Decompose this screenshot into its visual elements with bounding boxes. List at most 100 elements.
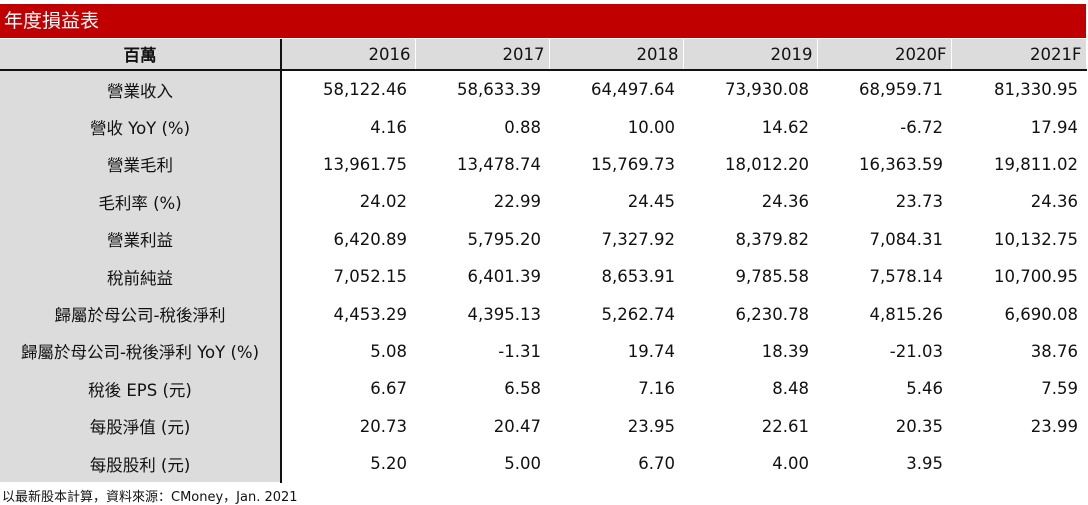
table-cell: 58,633.39 bbox=[415, 70, 549, 109]
table-cell: 58,122.46 bbox=[281, 70, 415, 109]
year-header: 2021F bbox=[951, 39, 1087, 71]
table-cell: 8.48 bbox=[683, 370, 817, 408]
table-cell: 20.35 bbox=[817, 407, 951, 445]
table-cell: 6.67 bbox=[281, 370, 415, 408]
unit-header: 百萬 bbox=[0, 39, 282, 71]
table-cell: 5.00 bbox=[415, 444, 549, 484]
table-cell: 14.62 bbox=[683, 108, 817, 146]
table-cell: 22.61 bbox=[683, 407, 817, 445]
table-cell: 7,084.31 bbox=[817, 220, 951, 258]
table-cell: 6,401.39 bbox=[415, 257, 549, 296]
table-cell: 13,961.75 bbox=[281, 145, 415, 184]
row-label: 每股淨值 (元) bbox=[0, 407, 282, 445]
table-cell: 24.45 bbox=[549, 183, 683, 221]
table-cell: 20.73 bbox=[281, 407, 415, 445]
table-cell: 10.00 bbox=[549, 108, 683, 146]
row-label: 營業利益 bbox=[0, 220, 282, 258]
table-cell: 13,478.74 bbox=[415, 145, 549, 184]
table-row: 營收 YoY (%) 4.16 0.88 10.00 14.62 -6.72 17.94 bbox=[0, 108, 1086, 146]
row-label: 營收 YoY (%) bbox=[0, 108, 282, 146]
table-cell: 15,769.73 bbox=[549, 145, 683, 184]
top-strip bbox=[0, 0, 1088, 4]
table-cell: -1.31 bbox=[415, 332, 549, 371]
table-cell: 68,959.71 bbox=[817, 70, 951, 109]
table-cell: 4,453.29 bbox=[281, 295, 415, 333]
table-cell: 9,785.58 bbox=[683, 257, 817, 296]
row-label: 營業毛利 bbox=[0, 145, 282, 184]
table-cell: 7,327.92 bbox=[549, 220, 683, 258]
table-cell: 6.70 bbox=[549, 444, 683, 484]
table-cell: 6,690.08 bbox=[951, 295, 1086, 333]
table-cell: 38.76 bbox=[951, 332, 1086, 371]
table-cell: 4.00 bbox=[683, 444, 817, 484]
table-cell: 5.20 bbox=[281, 444, 415, 484]
table-title: 年度損益表 bbox=[0, 4, 1086, 38]
table-cell: 8,653.91 bbox=[549, 257, 683, 296]
table-row: 稅後 EPS (元) 6.67 6.58 7.16 8.48 5.46 7.59 bbox=[0, 370, 1086, 408]
table-row: 稅前純益 7,052.15 6,401.39 8,653.91 9,785.58 7,57… bbox=[0, 257, 1086, 296]
table-cell: 20.47 bbox=[415, 407, 549, 445]
table-cell: 0.88 bbox=[415, 108, 549, 146]
year-header: 2016 bbox=[281, 39, 416, 71]
table-cell: 19.74 bbox=[549, 332, 683, 371]
table-row: 每股淨值 (元) 20.73 20.47 23.95 22.61 20.35 23.99 bbox=[0, 407, 1086, 445]
table-cell: 7.16 bbox=[549, 370, 683, 408]
year-header: 2019 bbox=[683, 39, 818, 71]
row-label: 營業收入 bbox=[0, 70, 282, 109]
table-row: 歸屬於母公司-稅後淨利 4,453.29 4,395.13 5,262.74 6,230… bbox=[0, 295, 1086, 333]
table-cell: 24.36 bbox=[951, 183, 1086, 221]
table-cell: 5.08 bbox=[281, 332, 415, 371]
table-cell: 19,811.02 bbox=[951, 145, 1086, 184]
year-header: 2020F bbox=[817, 39, 952, 71]
table-cell: 6,230.78 bbox=[683, 295, 817, 333]
table-cell: -21.03 bbox=[817, 332, 951, 371]
table-cell: 22.99 bbox=[415, 183, 549, 221]
table-cell: 3.95 bbox=[817, 444, 951, 484]
table-cell: 18,012.20 bbox=[683, 145, 817, 184]
table-cell bbox=[951, 444, 1086, 484]
table-cell: 18.39 bbox=[683, 332, 817, 371]
table-row: 營業收入 58,122.46 58,633.39 64,497.64 73,930.08… bbox=[0, 70, 1086, 109]
source-footnote: 以最新股本計算，資料來源：CMoney，Jan. 2021 bbox=[2, 490, 298, 505]
table-cell: 4,395.13 bbox=[415, 295, 549, 333]
row-label: 每股股利 (元) bbox=[0, 444, 282, 484]
table-cell: 10,132.75 bbox=[951, 220, 1086, 258]
table-cell: 73,930.08 bbox=[683, 70, 817, 109]
row-label: 歸屬於母公司-稅後淨利 YoY (%) bbox=[0, 332, 282, 371]
table-cell: 4.16 bbox=[281, 108, 415, 146]
income-statement-table: 百萬 2016 2017 2018 2019 2020F 2021F 營業收入 5… bbox=[0, 39, 1087, 484]
table-cell: 5,262.74 bbox=[549, 295, 683, 333]
table-cell: -6.72 bbox=[817, 108, 951, 146]
table-cell: 17.94 bbox=[951, 108, 1086, 146]
table-row: 營業利益 6,420.89 5,795.20 7,327.92 8,379.82 7,08… bbox=[0, 220, 1086, 258]
table-cell: 7,052.15 bbox=[281, 257, 415, 296]
table-cell: 5,795.20 bbox=[415, 220, 549, 258]
table-row: 營業毛利 13,961.75 13,478.74 15,769.73 18,012.20… bbox=[0, 145, 1086, 184]
table-cell: 7,578.14 bbox=[817, 257, 951, 296]
year-header: 2017 bbox=[415, 39, 550, 71]
table-cell: 24.36 bbox=[683, 183, 817, 221]
table-cell: 6,420.89 bbox=[281, 220, 415, 258]
table-row: 歸屬於母公司-稅後淨利 YoY (%) 5.08 -1.31 19.74 18.39 -2… bbox=[0, 332, 1086, 371]
table-cell: 81,330.95 bbox=[951, 70, 1086, 109]
table-cell: 23.95 bbox=[549, 407, 683, 445]
table-cell: 23.99 bbox=[951, 407, 1086, 445]
table-cell: 7.59 bbox=[951, 370, 1086, 408]
row-label: 毛利率 (%) bbox=[0, 183, 282, 221]
table-cell: 23.73 bbox=[817, 183, 951, 221]
table-cell: 10,700.95 bbox=[951, 257, 1086, 296]
header-row: 百萬 2016 2017 2018 2019 2020F 2021F bbox=[0, 39, 1087, 71]
year-header: 2018 bbox=[549, 39, 684, 71]
table-cell: 6.58 bbox=[415, 370, 549, 408]
table-cell: 24.02 bbox=[281, 183, 415, 221]
table-cell: 5.46 bbox=[817, 370, 951, 408]
row-label: 稅後 EPS (元) bbox=[0, 370, 282, 408]
table-cell: 8,379.82 bbox=[683, 220, 817, 258]
table-cell: 64,497.64 bbox=[549, 70, 683, 109]
table-row: 毛利率 (%) 24.02 22.99 24.45 24.36 23.73 24.36 bbox=[0, 183, 1086, 221]
row-label: 稅前純益 bbox=[0, 257, 282, 296]
table-cell: 4,815.26 bbox=[817, 295, 951, 333]
table-row: 每股股利 (元) 5.20 5.00 6.70 4.00 3.95 bbox=[0, 444, 1086, 484]
table-cell: 16,363.59 bbox=[817, 145, 951, 184]
row-label: 歸屬於母公司-稅後淨利 bbox=[0, 295, 282, 333]
